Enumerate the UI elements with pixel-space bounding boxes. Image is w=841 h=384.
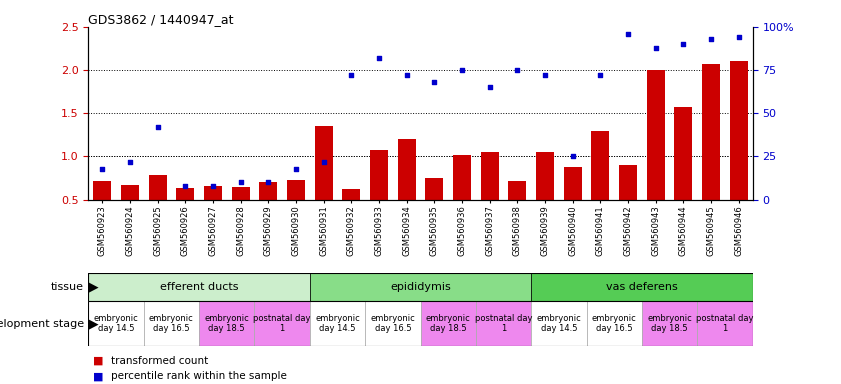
Text: embryonic
day 14.5: embryonic day 14.5 <box>315 314 360 333</box>
Text: ■: ■ <box>93 371 103 381</box>
Bar <box>177 189 194 243</box>
Text: postnatal day
1: postnatal day 1 <box>475 314 532 333</box>
Point <box>178 183 192 189</box>
Point <box>95 166 108 172</box>
Bar <box>144 301 199 346</box>
Text: efferent ducts: efferent ducts <box>160 282 238 292</box>
Point <box>621 31 635 37</box>
Bar <box>453 155 471 243</box>
Point <box>234 179 247 185</box>
Text: epididymis: epididymis <box>390 282 451 292</box>
Point <box>345 72 358 78</box>
Point <box>289 166 303 172</box>
Bar <box>121 185 139 243</box>
Point <box>677 41 690 47</box>
Bar <box>420 301 476 346</box>
Bar <box>259 182 278 243</box>
Text: GDS3862 / 1440947_at: GDS3862 / 1440947_at <box>88 13 234 26</box>
Text: embryonic
day 14.5: embryonic day 14.5 <box>537 314 581 333</box>
Bar <box>674 107 692 243</box>
Bar <box>647 70 664 243</box>
Bar <box>342 189 360 243</box>
Bar <box>730 61 748 243</box>
Text: postnatal day
1: postnatal day 1 <box>253 314 311 333</box>
Point <box>151 124 164 130</box>
Bar <box>591 131 610 243</box>
Text: postnatal day
1: postnatal day 1 <box>696 314 754 333</box>
Point <box>649 45 663 51</box>
Text: vas deferens: vas deferens <box>606 282 678 292</box>
Point <box>317 159 331 165</box>
Bar <box>587 301 642 346</box>
Text: ▶: ▶ <box>85 317 98 330</box>
Point <box>400 72 414 78</box>
Text: embryonic
day 18.5: embryonic day 18.5 <box>204 314 249 333</box>
Bar <box>509 181 526 243</box>
Point <box>427 79 441 85</box>
Bar <box>231 187 250 243</box>
Text: development stage: development stage <box>0 318 84 329</box>
Bar <box>365 301 420 346</box>
Bar <box>370 151 388 243</box>
Text: percentile rank within the sample: percentile rank within the sample <box>111 371 287 381</box>
Bar <box>315 126 332 243</box>
Bar <box>476 301 532 346</box>
Bar <box>532 273 753 301</box>
Point <box>566 154 579 160</box>
Text: ▶: ▶ <box>85 281 98 293</box>
Point <box>455 67 468 73</box>
Bar <box>287 180 305 243</box>
Text: embryonic
day 18.5: embryonic day 18.5 <box>648 314 692 333</box>
Bar <box>254 301 309 346</box>
Point <box>262 179 275 185</box>
Point <box>373 55 386 61</box>
Point <box>538 72 552 78</box>
Bar <box>398 139 415 243</box>
Point <box>206 183 220 189</box>
Text: embryonic
day 18.5: embryonic day 18.5 <box>426 314 471 333</box>
Bar <box>697 301 753 346</box>
Point <box>705 36 718 42</box>
Bar <box>199 301 254 346</box>
Point <box>483 84 496 91</box>
Text: embryonic
day 16.5: embryonic day 16.5 <box>149 314 193 333</box>
Text: transformed count: transformed count <box>111 356 209 366</box>
Bar <box>149 175 167 243</box>
Bar <box>532 301 587 346</box>
Bar <box>642 301 697 346</box>
Text: tissue: tissue <box>51 282 84 292</box>
Point <box>123 159 136 165</box>
Text: ■: ■ <box>93 356 103 366</box>
Bar <box>619 165 637 243</box>
Bar <box>88 273 309 301</box>
Bar <box>536 152 554 243</box>
Bar <box>93 181 111 243</box>
Text: embryonic
day 16.5: embryonic day 16.5 <box>370 314 415 333</box>
Bar <box>204 186 222 243</box>
Bar <box>481 152 499 243</box>
Text: embryonic
day 16.5: embryonic day 16.5 <box>592 314 637 333</box>
Bar <box>563 167 582 243</box>
Bar <box>702 64 720 243</box>
Bar <box>309 301 365 346</box>
Bar <box>426 178 443 243</box>
Bar <box>309 273 532 301</box>
Point <box>733 34 746 40</box>
Bar <box>88 301 144 346</box>
Point <box>510 67 524 73</box>
Text: embryonic
day 14.5: embryonic day 14.5 <box>93 314 139 333</box>
Point <box>594 72 607 78</box>
